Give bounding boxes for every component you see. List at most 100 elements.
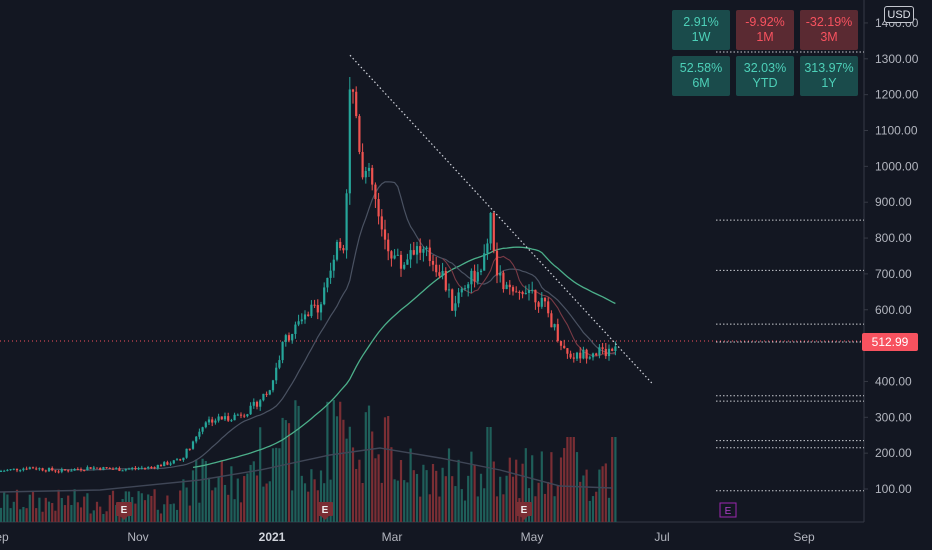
candle-body xyxy=(54,470,57,472)
candle-body xyxy=(582,349,585,359)
perf-1m[interactable]: -9.92% 1M xyxy=(736,10,794,50)
volume-bar xyxy=(175,509,179,522)
candle-body xyxy=(345,193,348,251)
volume-bar xyxy=(396,480,399,522)
volume-bar xyxy=(153,489,156,522)
volume-bar xyxy=(444,476,447,522)
candle-body xyxy=(473,270,476,282)
volume-bar xyxy=(163,504,166,522)
volume-bar xyxy=(371,431,374,522)
perf-ytd[interactable]: 32.03% YTD xyxy=(736,56,794,96)
candle-body xyxy=(463,288,467,290)
upcoming-earnings-marker-icon[interactable] xyxy=(719,502,737,518)
earnings-marker-icon[interactable] xyxy=(116,502,132,516)
candle-body xyxy=(476,272,479,282)
perf-period: 1Y xyxy=(821,76,837,90)
perf-value: -9.92% xyxy=(745,15,785,29)
candle-body xyxy=(415,246,419,255)
candle-body xyxy=(150,466,153,468)
candle-body xyxy=(124,469,127,471)
candle-body xyxy=(486,243,489,254)
candle-body xyxy=(99,467,102,470)
candle-body xyxy=(102,467,105,470)
candle-body xyxy=(425,247,428,249)
volume-bar xyxy=(451,476,454,522)
perf-3m[interactable]: -32.19% 3M xyxy=(800,10,858,50)
candle-body xyxy=(287,335,291,341)
volume-bar xyxy=(76,502,79,522)
candle-body xyxy=(153,467,156,469)
candle-body xyxy=(25,468,28,470)
volume-bar xyxy=(67,495,70,522)
earnings-marker-pointer xyxy=(120,516,128,520)
volume-bar xyxy=(588,500,591,522)
volume-bar xyxy=(332,400,335,522)
candle-body xyxy=(393,255,396,259)
earnings-marker-icon[interactable] xyxy=(317,502,333,516)
volume-bar xyxy=(217,476,220,522)
volume-bar xyxy=(246,473,249,522)
candle-body xyxy=(281,341,284,361)
volume-bar xyxy=(51,503,54,522)
volume-bar xyxy=(476,496,479,522)
candle-body xyxy=(543,297,547,302)
candle-body xyxy=(547,301,550,314)
candle-body xyxy=(457,292,460,304)
volume-bar xyxy=(383,417,387,522)
trendline-segment[interactable] xyxy=(349,54,653,384)
y-tick-label: 1300.00 xyxy=(875,52,919,66)
volume-bar xyxy=(143,500,147,522)
candle-body xyxy=(335,241,339,260)
candle-body xyxy=(563,345,566,349)
candle-body xyxy=(169,463,172,465)
candle-body xyxy=(435,264,438,273)
candle-body xyxy=(233,414,236,421)
trendline[interactable] xyxy=(349,54,653,384)
candle-body xyxy=(22,468,25,471)
volume-bar xyxy=(281,417,284,522)
candle-body xyxy=(479,270,483,273)
perf-1y[interactable]: 313.97% 1Y xyxy=(800,56,858,96)
volume-bar xyxy=(278,448,281,522)
candle-body xyxy=(383,229,387,240)
candle-body xyxy=(239,414,243,416)
perf-period: 3M xyxy=(820,30,838,44)
volume-bar xyxy=(435,470,438,522)
candle-body xyxy=(185,448,188,458)
volume-bar xyxy=(582,475,585,522)
candle-body xyxy=(57,471,60,473)
candle-body xyxy=(51,468,54,471)
candle-body xyxy=(572,357,575,359)
candle-body xyxy=(348,89,351,194)
candle-body xyxy=(255,401,259,407)
volume-bar xyxy=(284,420,287,522)
volume-bar xyxy=(473,464,476,522)
candle-body xyxy=(364,170,367,178)
volume-bar xyxy=(25,508,28,522)
volume-bar xyxy=(537,482,540,522)
volume-bar xyxy=(377,454,380,522)
volume-bar xyxy=(534,496,537,522)
candle-body xyxy=(31,467,35,469)
candle-body xyxy=(278,360,281,368)
candle-body xyxy=(611,348,614,351)
candle-body xyxy=(460,288,463,293)
volume-bar xyxy=(166,495,169,522)
volume-bar xyxy=(223,484,227,522)
candle-body xyxy=(44,470,47,472)
perf-1w[interactable]: 2.91% 1W xyxy=(672,10,730,50)
candle-body xyxy=(531,289,534,291)
perf-6m[interactable]: 52.58% 6M xyxy=(672,56,730,96)
candle-body xyxy=(211,419,214,423)
volume-bar xyxy=(403,480,406,522)
volume-bar xyxy=(150,495,153,522)
candle-body xyxy=(553,324,556,328)
earnings-marker-icon[interactable] xyxy=(516,502,532,516)
candle-body xyxy=(313,304,316,306)
currency-label[interactable]: USD xyxy=(884,6,914,23)
volume-bar xyxy=(319,470,323,522)
volume-bar xyxy=(556,485,559,522)
volume-bar xyxy=(83,496,86,522)
candle-body xyxy=(12,468,15,470)
